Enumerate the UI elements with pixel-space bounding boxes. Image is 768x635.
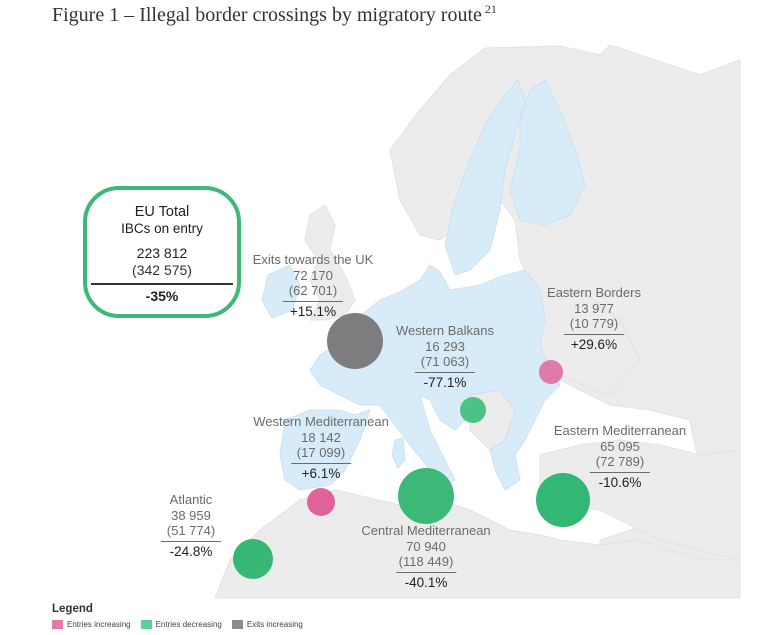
figure-title: Figure 1 – Illegal border crossings by m… xyxy=(52,2,497,27)
route-name: Western Balkans xyxy=(395,323,495,338)
route-name: Eastern Borders xyxy=(547,285,641,300)
bubble-western-balkans[interactable] xyxy=(460,397,486,423)
route-label-western-balkans: Western Balkans 16 293 (71 063) -77.1% xyxy=(396,323,494,391)
route-previous: (17 099) xyxy=(296,445,346,460)
route-change: -24.8% xyxy=(169,543,213,559)
eu-total-change: -35% xyxy=(145,288,179,304)
bubble-exits-uk[interactable] xyxy=(327,313,383,369)
route-divider xyxy=(161,540,221,542)
route-current: 72 170 xyxy=(293,267,333,283)
route-previous: (10 779) xyxy=(569,316,619,331)
legend-label: Entries decreasing xyxy=(155,620,222,629)
route-previous: (72 789) xyxy=(595,454,645,469)
route-change: +29.6% xyxy=(570,336,618,352)
route-label-central-mediterranean: Central Mediterranean 70 940 (118 449) -… xyxy=(361,523,490,591)
route-divider xyxy=(564,333,624,335)
route-label-eastern-borders: Eastern Borders 13 977 (10 779) +29.6% xyxy=(547,285,641,353)
route-name: Exits towards the UK xyxy=(252,252,374,267)
route-change: -10.6% xyxy=(598,474,642,490)
legend-item-entries-decreasing: Entries decreasing xyxy=(140,620,222,629)
footnote-ref: 21 xyxy=(484,2,497,16)
route-change: -77.1% xyxy=(423,374,467,390)
legend-label: Exits increasing xyxy=(246,620,303,629)
eu-total-heading: EU Total xyxy=(134,204,190,220)
eu-total-subheading: IBCs on entry xyxy=(121,221,203,236)
legend-swatch-grey xyxy=(231,620,243,629)
legend-swatch-pink xyxy=(52,620,63,629)
bubble-central-mediterranean[interactable] xyxy=(398,468,454,524)
eu-total-divider xyxy=(91,283,233,285)
route-label-atlantic: Atlantic 38 959 (51 774) -24.8% xyxy=(161,492,221,560)
route-name: Western Mediterranean xyxy=(253,414,389,429)
figure-title-text: Figure 1 – Illegal border crossings by m… xyxy=(52,4,482,26)
route-divider xyxy=(290,462,351,464)
route-label-exits-uk: Exits towards the UK 72 170 (62 701) +15… xyxy=(253,252,374,320)
route-previous: (118 449) xyxy=(398,554,454,569)
eu-total-previous: (342 575) xyxy=(132,262,192,278)
route-name: Eastern Mediterranean xyxy=(553,423,687,438)
eu-total-box: EU Total IBCs on entry 223 812 (342 575)… xyxy=(83,186,241,318)
legend: Legend Entries increasing Entries decrea… xyxy=(52,603,303,629)
route-label-eastern-mediterranean: Eastern Mediterranean 65 095 (72 789) -1… xyxy=(554,423,686,491)
route-name: Atlantic xyxy=(169,492,213,507)
route-current: 38 959 xyxy=(171,507,211,523)
route-current: 13 977 xyxy=(574,300,614,316)
route-current: 18 142 xyxy=(301,429,341,445)
route-current: 65 095 xyxy=(600,438,640,454)
bubble-eastern-borders[interactable] xyxy=(539,360,563,384)
route-previous: (51 774) xyxy=(166,523,216,538)
bubble-western-mediterranean[interactable] xyxy=(307,488,335,516)
legend-title: Legend xyxy=(52,603,93,615)
route-divider xyxy=(283,300,343,302)
route-previous: (71 063) xyxy=(420,354,470,369)
bubble-eastern-mediterranean[interactable] xyxy=(536,473,590,527)
bubble-atlantic[interactable] xyxy=(233,539,273,579)
route-divider xyxy=(395,571,456,573)
route-divider xyxy=(590,471,650,473)
eu-total-current: 223 812 xyxy=(136,245,188,261)
route-divider xyxy=(415,371,475,373)
route-name: Central Mediterranean xyxy=(361,523,491,538)
route-previous: (62 701) xyxy=(288,283,338,298)
legend-label: Entries increasing xyxy=(67,620,131,629)
route-change: +6.1% xyxy=(301,465,341,481)
legend-item-exits-increasing: Exits increasing xyxy=(231,620,303,629)
route-change: -40.1% xyxy=(404,574,448,590)
legend-item-entries-increasing: Entries increasing xyxy=(52,620,131,629)
route-change: +15.1% xyxy=(289,303,337,319)
legend-swatch-green xyxy=(140,620,152,629)
route-current: 70 940 xyxy=(406,538,446,554)
route-label-western-mediterranean: Western Mediterranean 18 142 (17 099) +6… xyxy=(253,414,389,482)
route-current: 16 293 xyxy=(425,338,465,354)
